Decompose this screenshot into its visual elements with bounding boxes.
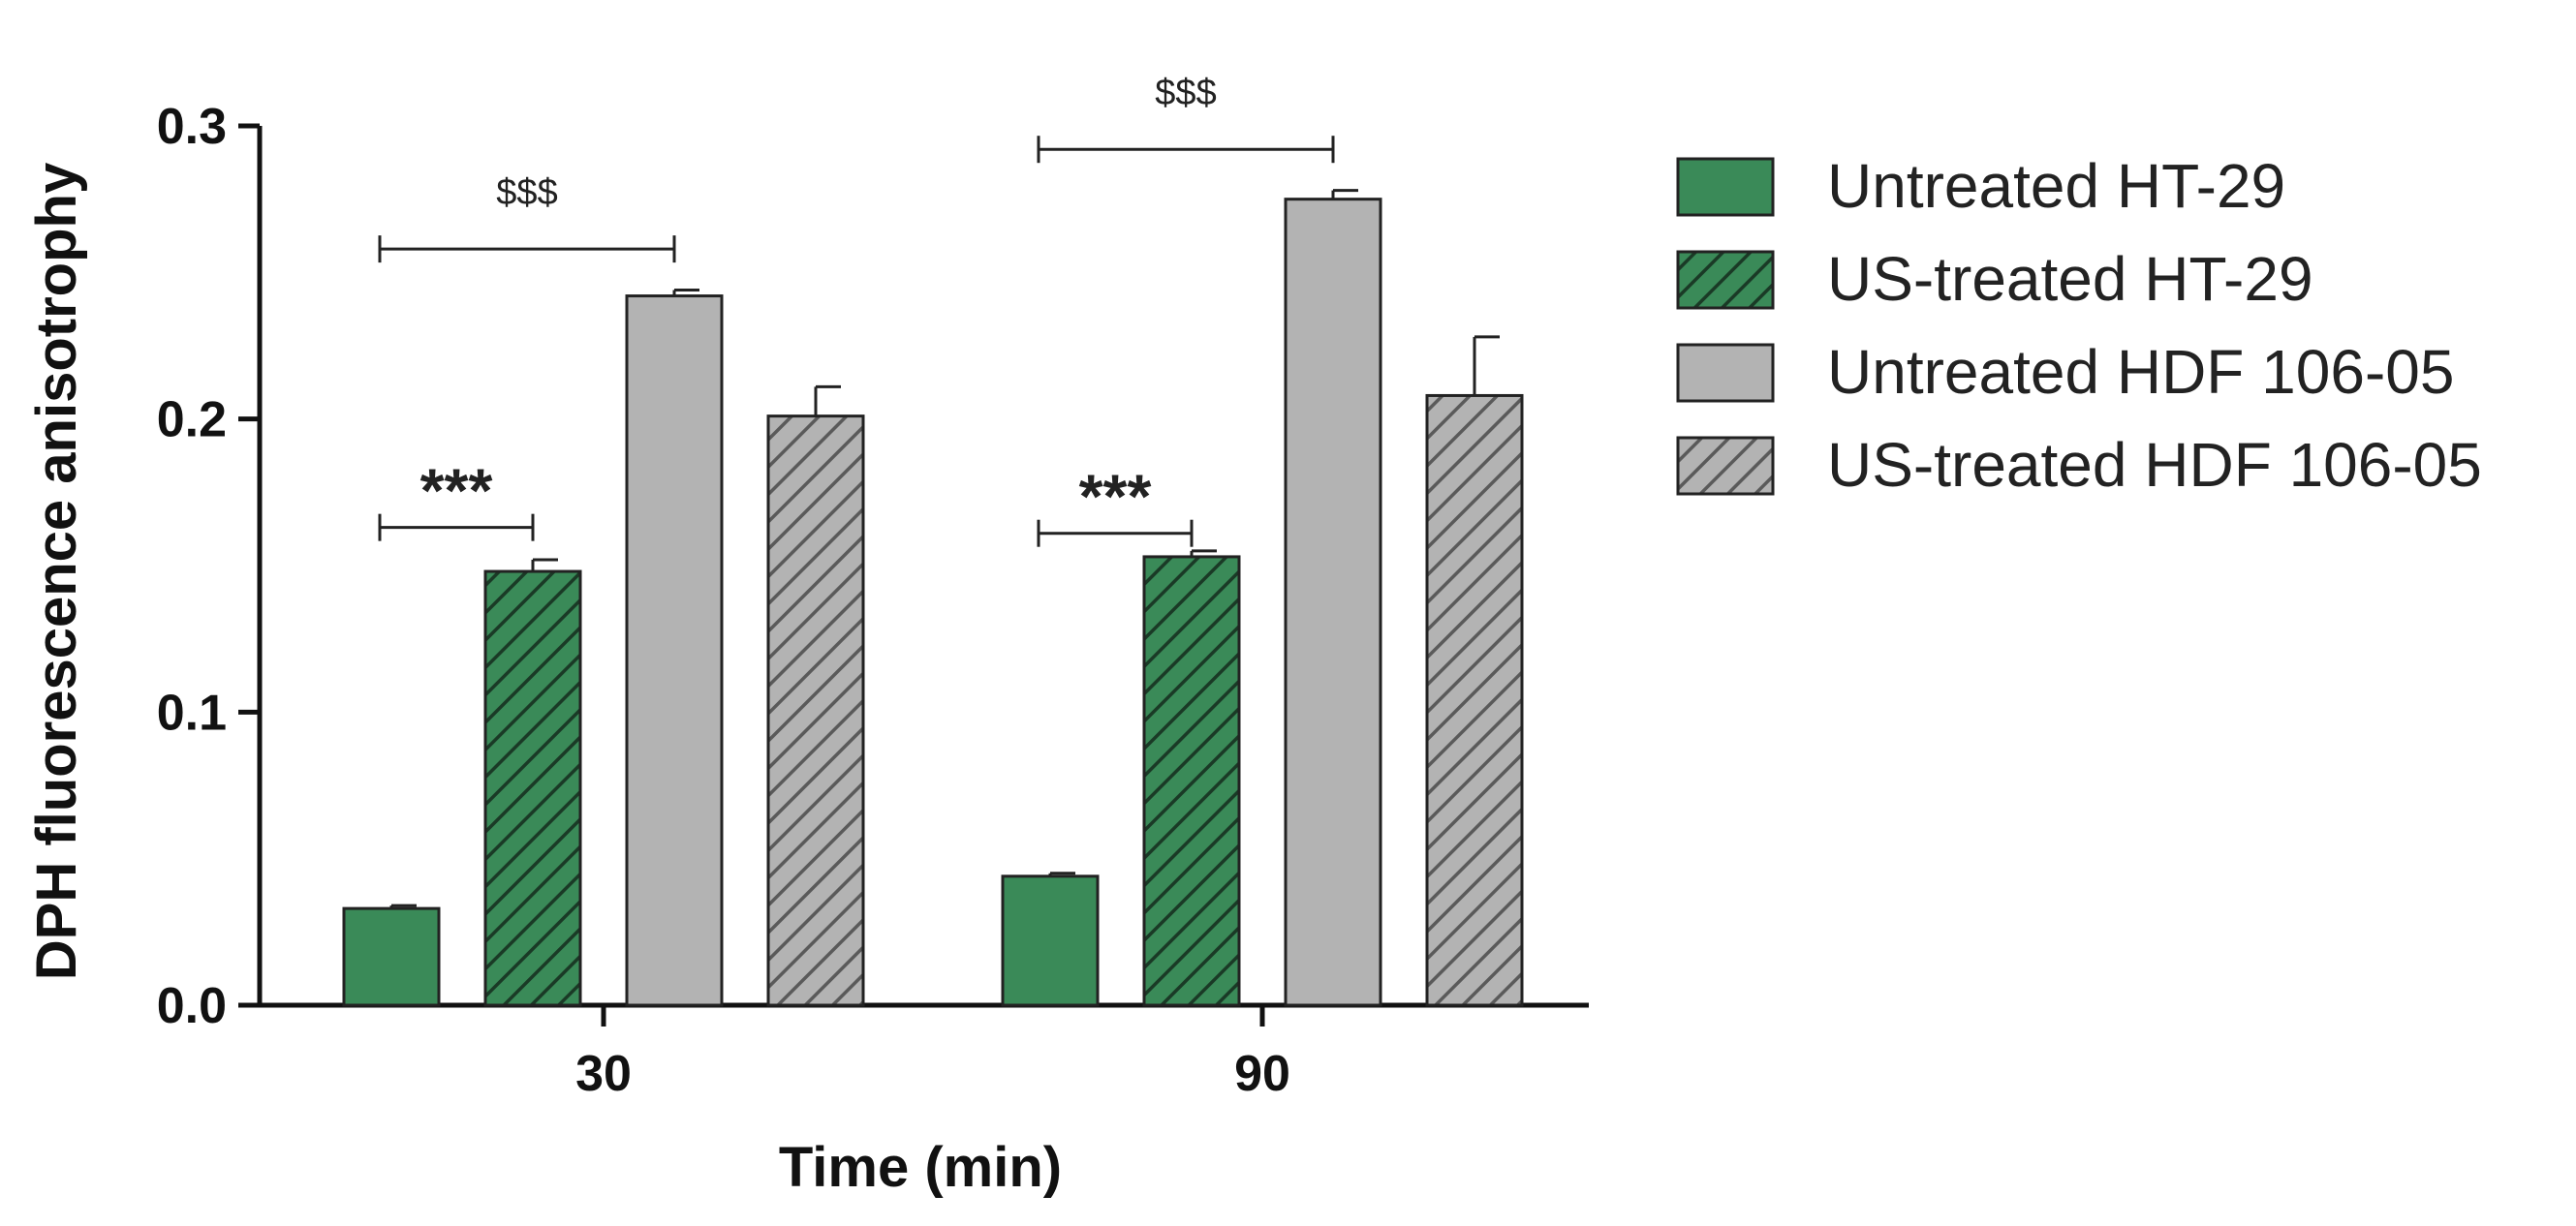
y-tick-label: 0.0 <box>157 978 227 1034</box>
significance-label: $$$ <box>496 172 557 213</box>
bar <box>342 906 441 1007</box>
significance-label: *** <box>1079 462 1152 532</box>
legend-item: US-treated HDF 106-05 <box>1676 430 2482 500</box>
significance-bracket: *** <box>1037 462 1194 547</box>
legend-item: Untreated HT-29 <box>1676 151 2285 221</box>
y-tick-label: 0.3 <box>157 99 227 155</box>
bar <box>1425 393 1524 1007</box>
legend-swatch <box>1676 250 1775 310</box>
legend-label: Untreated HT-29 <box>1827 151 2285 221</box>
legend-swatch <box>1676 157 1775 217</box>
legend-label: US-treated HDF 106-05 <box>1827 430 2482 500</box>
legend-item: US-treated HT-29 <box>1676 244 2313 314</box>
bar <box>483 569 582 1007</box>
significance-label: $$$ <box>1155 73 1216 113</box>
bar <box>1001 874 1100 1007</box>
significance-bracket: *** <box>378 456 535 541</box>
significance-bracket: $$$ <box>1037 73 1335 164</box>
bar <box>625 294 724 1007</box>
significance-bracket: $$$ <box>378 172 676 263</box>
legend: Untreated HT-29 US-treated HT-29 Untreated… <box>1676 151 2482 500</box>
y-tick-label: 0.1 <box>157 685 227 741</box>
y-tick-label: 0.2 <box>157 392 227 448</box>
legend-item: Untreated HDF 106-05 <box>1676 337 2454 407</box>
bar <box>1284 198 1382 1007</box>
x-axis-title: Time (min) <box>779 1136 1062 1199</box>
x-tick-label: 90 <box>1234 1046 1290 1102</box>
x-tick-label: 30 <box>575 1046 632 1102</box>
legend-label: US-treated HT-29 <box>1827 244 2313 314</box>
significance-label: *** <box>420 456 493 526</box>
legend-swatch <box>1676 436 1775 496</box>
legend-swatch <box>1676 343 1775 403</box>
legend-label: Untreated HDF 106-05 <box>1827 337 2454 407</box>
plot-area: 0.0 0.1 0.2 0.3 30 90 *** *** $$$ $$$ <box>157 73 1589 1102</box>
bar <box>1142 555 1241 1007</box>
bar <box>766 414 865 1007</box>
y-axis-title: DPH fluorescence anisotrophy <box>25 163 88 980</box>
